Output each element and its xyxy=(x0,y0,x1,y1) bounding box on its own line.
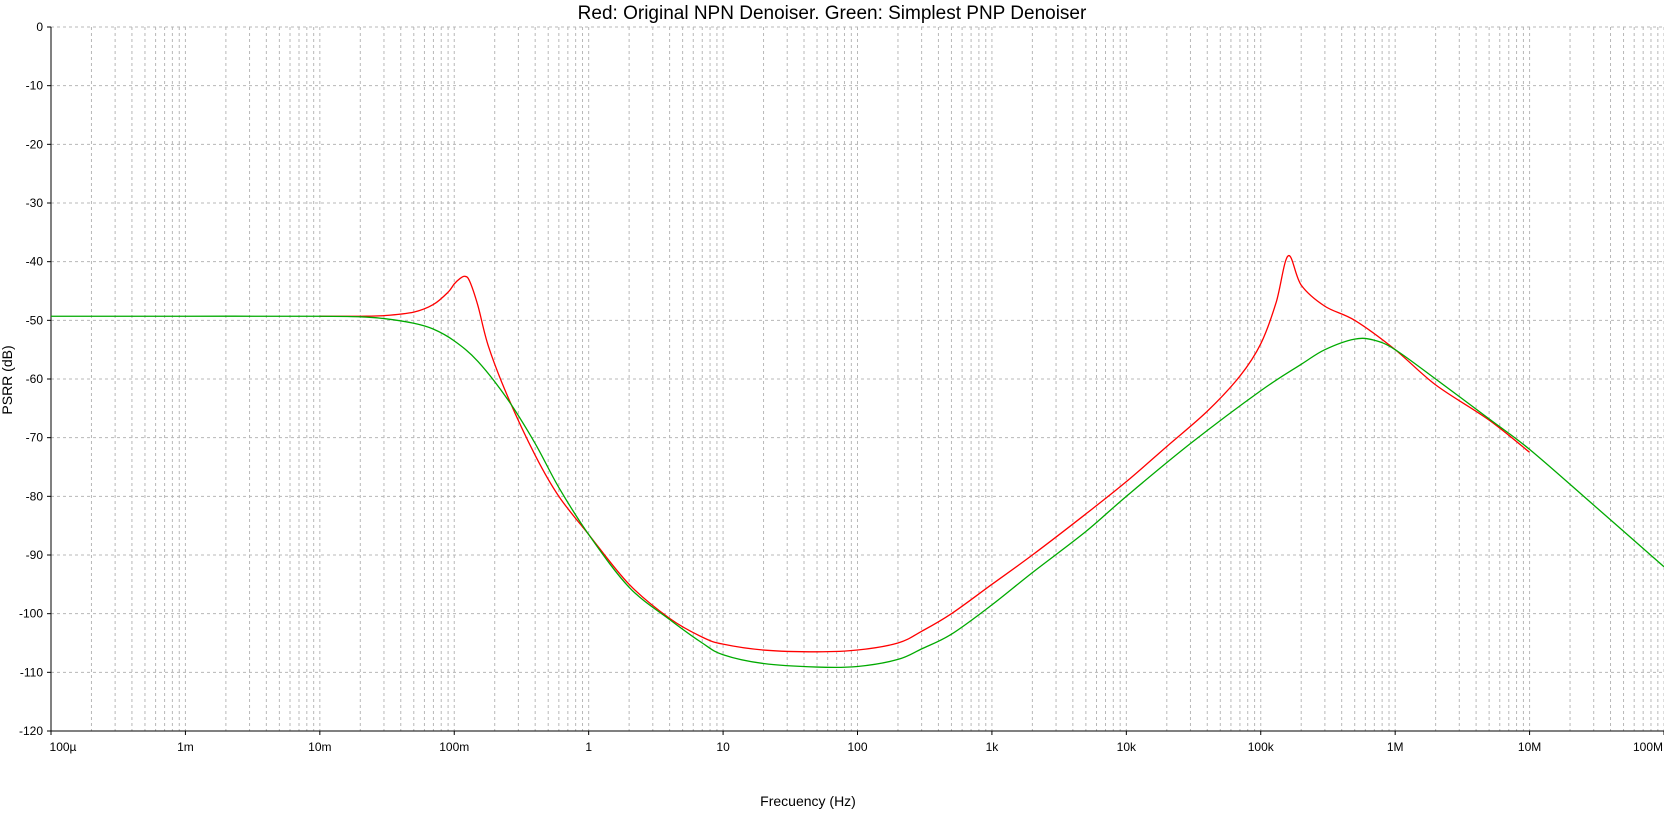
x-axis-label: Frecuency (Hz) xyxy=(760,793,856,809)
x-tick-label: 1k xyxy=(986,740,1000,754)
x-tick-label: 10 xyxy=(716,740,730,754)
y-tick-label: -110 xyxy=(20,665,43,679)
y-tick-label: -90 xyxy=(26,548,44,562)
x-tick-label: 10k xyxy=(1117,740,1137,754)
y-tick-label: 0 xyxy=(36,20,43,34)
y-tick-label: -20 xyxy=(26,137,44,151)
x-tick-label: 10M xyxy=(1518,740,1541,754)
y-tick-label: -60 xyxy=(26,372,44,386)
x-tick-label: 100M xyxy=(1633,740,1663,754)
y-tick-label: -80 xyxy=(26,489,44,503)
series-line-green xyxy=(51,315,1664,669)
y-tick-label: -50 xyxy=(26,313,44,327)
tick-labels: 100µ 1m 10m 100m 1 10 100 1k 10k 100k 1M 10M 100M 0 -1… xyxy=(19,20,1663,754)
y-tick-label: -40 xyxy=(26,255,44,269)
series-line-red xyxy=(319,255,1530,653)
y-tick-label: -30 xyxy=(26,196,44,210)
x-tick-label: 100 xyxy=(847,740,867,754)
plot-series xyxy=(51,255,1664,669)
y-tick-label: -120 xyxy=(19,724,43,738)
x-tick-label: 100k xyxy=(1248,740,1275,754)
x-tick-label: 100µ xyxy=(50,740,77,754)
chart-title: Red: Original NPN Denoiser. Green: Simpl… xyxy=(578,3,1087,24)
grid xyxy=(51,26,1664,732)
y-tick-label: -100 xyxy=(19,607,43,621)
y-tick-label: -10 xyxy=(26,79,44,93)
x-tick-label: 10m xyxy=(308,740,331,754)
axes xyxy=(47,26,1664,735)
x-tick-label: 1 xyxy=(585,740,592,754)
y-tick-label: -70 xyxy=(26,431,44,445)
x-tick-label: 1m xyxy=(177,740,194,754)
y-axis-label: PSRR (dB) xyxy=(0,345,15,414)
x-tick-label: 1M xyxy=(1387,740,1404,754)
x-tick-label: 100m xyxy=(439,740,469,754)
